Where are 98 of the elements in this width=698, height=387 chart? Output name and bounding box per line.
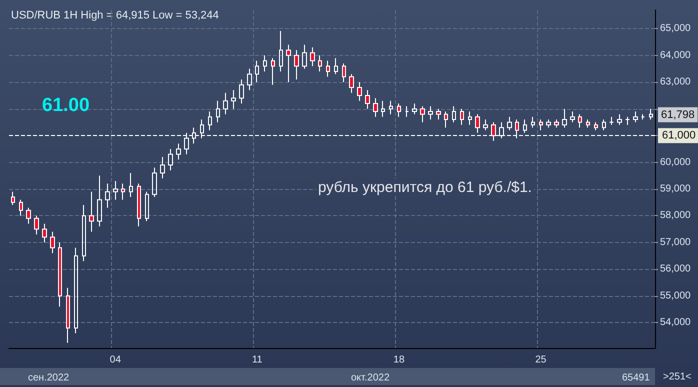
candlestick (286, 44, 291, 83)
candlestick (649, 108, 653, 120)
candlestick (97, 175, 102, 227)
candlestick (145, 191, 149, 222)
candlestick (74, 247, 78, 334)
text: окт.2022 (351, 372, 390, 384)
candlestick (570, 111, 575, 123)
x-tick-label: 18 (393, 354, 405, 366)
candlestick (34, 215, 39, 235)
candlestick (452, 106, 456, 123)
candlestick (326, 60, 330, 78)
annotation: 61.00 (42, 95, 90, 116)
candlestick (19, 199, 23, 216)
candlestick (633, 111, 638, 123)
candlestick (152, 167, 157, 198)
candlestick (66, 287, 70, 344)
candlestick (483, 119, 488, 131)
candlestick (625, 116, 630, 126)
candlestick (121, 183, 125, 200)
y-tick-label: 65,000 (660, 23, 692, 34)
candlestick (294, 50, 299, 80)
text: >251< (663, 372, 692, 382)
candlestick (554, 119, 559, 128)
candlestick (168, 148, 173, 171)
y-tick-label: 60,000 (660, 156, 692, 168)
candlestick (58, 242, 62, 308)
candlestick (594, 122, 598, 131)
candlestick (609, 116, 614, 126)
text: сен.2022 (28, 372, 70, 384)
x-tick-label: 04 (110, 354, 122, 366)
candlestick (160, 156, 165, 179)
y-tick-label: 59,000 (660, 184, 692, 195)
text: 65491 (622, 372, 650, 384)
candlestick (11, 191, 15, 206)
candlestick (310, 46, 315, 67)
annotation: 61,798 (661, 108, 695, 121)
candlestick (105, 183, 110, 208)
candlestick (523, 119, 527, 134)
candlestick (208, 111, 212, 131)
y-tick-label: 58,000 (660, 210, 692, 222)
y-tick-label: 54,000 (660, 317, 692, 328)
candlestick (42, 223, 47, 243)
x-tick-label: 25 (535, 354, 547, 366)
candlestick (586, 119, 590, 128)
candlestick (373, 98, 378, 118)
candlestick (562, 108, 567, 128)
candlestick (302, 44, 307, 70)
candlestick (460, 108, 464, 126)
y-tick-label: 64,000 (660, 50, 692, 61)
y-tick-label: 63,000 (660, 76, 692, 88)
candlestick (263, 54, 267, 72)
candlestick (50, 231, 55, 254)
ref-line-label: 61,000 (662, 130, 696, 142)
candlestick (129, 172, 133, 198)
candlestick (216, 100, 220, 123)
candlestick (420, 106, 425, 123)
y-tick-label: 56,000 (660, 264, 692, 275)
candlestick (137, 183, 141, 227)
candlestick (26, 207, 31, 224)
candlestick (397, 103, 401, 118)
candlestick (546, 119, 551, 128)
candlestick (357, 82, 362, 102)
candlestick (428, 106, 433, 120)
candlestick (82, 204, 86, 262)
candlestick (539, 119, 543, 131)
candlestick (342, 62, 346, 83)
candlestick (279, 30, 283, 72)
candlestick (334, 58, 338, 75)
candlestick (468, 111, 472, 126)
candlestick (507, 116, 512, 131)
annotation: рубль укрепится до 61 руб./$1. (318, 179, 532, 196)
candlestick (602, 119, 606, 131)
y-tick-label: 57,000 (660, 236, 692, 248)
candlestick (239, 78, 244, 104)
candlestick (223, 92, 228, 115)
candlestick (231, 90, 236, 110)
candlestick (247, 68, 252, 91)
candlestick (578, 114, 582, 128)
candlestick (617, 114, 622, 126)
candlestick (255, 60, 259, 83)
x-tick-label: 11 (252, 354, 263, 366)
candlestick (318, 54, 322, 72)
candlestick (176, 143, 181, 160)
candlestick (405, 106, 409, 118)
candlestick (436, 108, 441, 120)
candlestick (531, 116, 535, 128)
candlestick (271, 58, 275, 86)
candlestick (389, 100, 393, 115)
candlestick (113, 180, 118, 200)
candlestick (349, 74, 354, 94)
candlestick (381, 100, 385, 118)
y-tick-label: 55,000 (660, 290, 692, 302)
candlestick (412, 103, 417, 115)
candlestick (89, 191, 94, 232)
candlestick (475, 114, 480, 134)
candlestick (444, 111, 448, 128)
candlestick (641, 114, 645, 120)
candlestick (365, 90, 370, 110)
